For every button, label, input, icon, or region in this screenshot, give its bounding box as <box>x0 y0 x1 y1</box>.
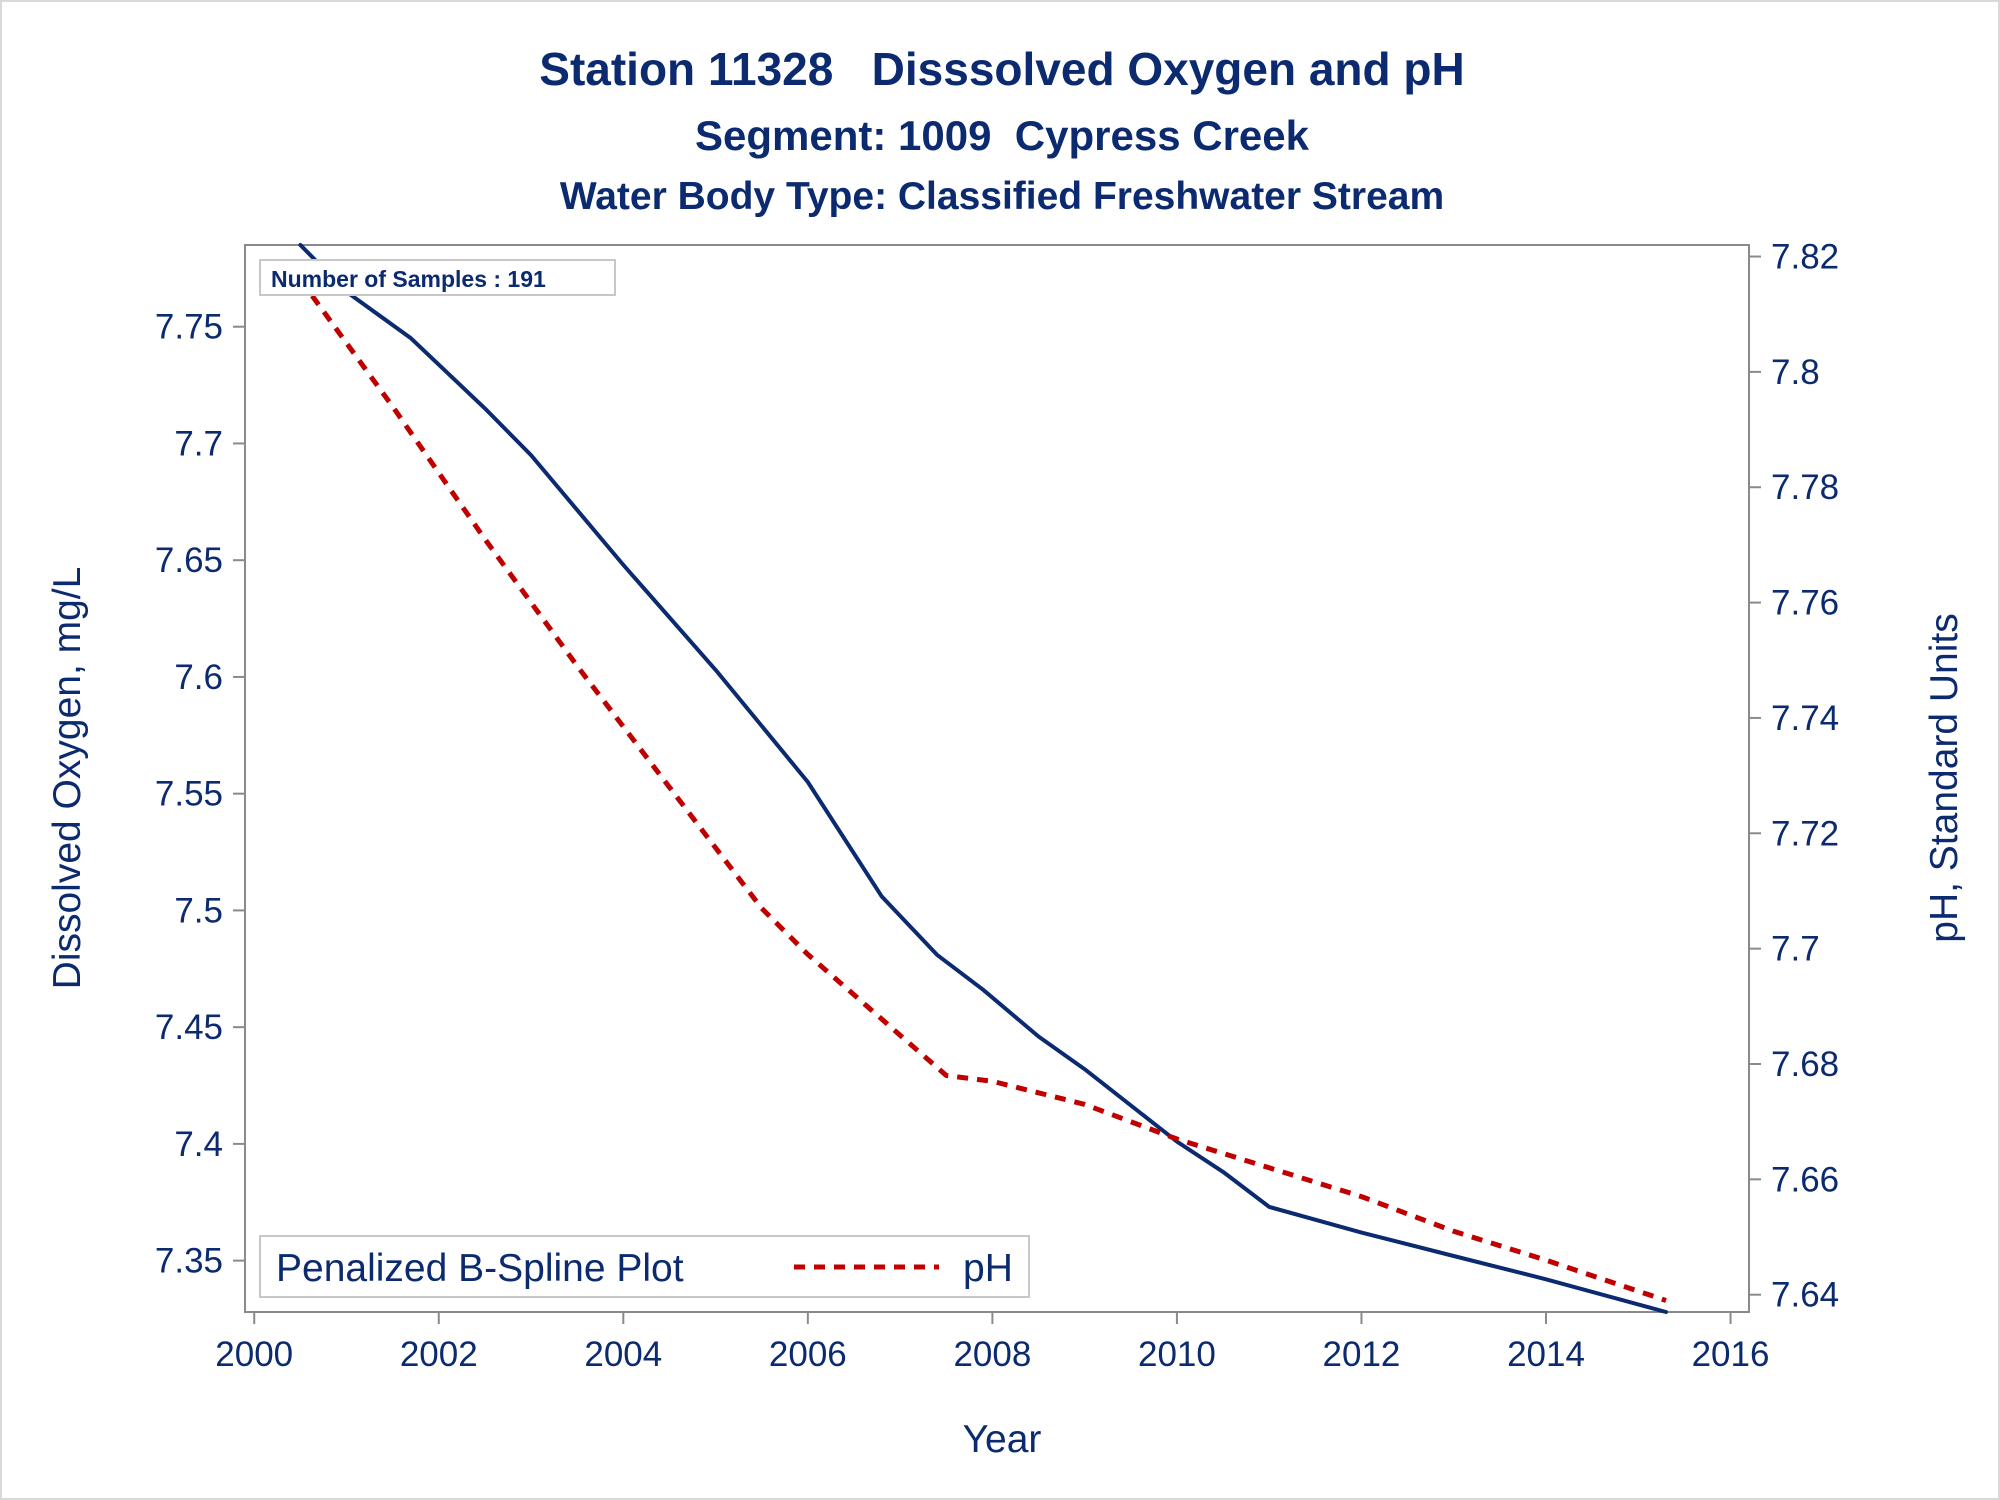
y-left-tick-label-7.65: 7.65 <box>155 541 223 580</box>
x-tick-label-2000: 2000 <box>215 1335 293 1374</box>
x-tick-label-2004: 2004 <box>584 1335 662 1374</box>
legend: Penalized B-Spline Plot pH <box>259 1235 1030 1298</box>
y-left-tick-label-7.5: 7.5 <box>174 891 223 930</box>
legend-title: Penalized B-Spline Plot <box>276 1247 684 1290</box>
y-left-tick-label-7.45: 7.45 <box>155 1008 223 1047</box>
y-right-tick-label-7.72: 7.72 <box>1771 814 1839 853</box>
y-right-tick-label-7.78: 7.78 <box>1771 468 1839 507</box>
plot-area <box>244 244 1750 1313</box>
y-right-tick-label-7.64: 7.64 <box>1771 1276 1839 1315</box>
y-right-tick-label-7.74: 7.74 <box>1771 699 1839 738</box>
x-tick-label-2002: 2002 <box>400 1335 478 1374</box>
y-right-tick-label-7.8: 7.8 <box>1771 353 1820 392</box>
x-tick-label-2016: 2016 <box>1692 1335 1770 1374</box>
y-left-tick-label-7.7: 7.7 <box>174 424 223 463</box>
x-axis-title: Year <box>963 1418 1042 1461</box>
y-left-tick-label-7.55: 7.55 <box>155 775 223 814</box>
series-line-dissolved-oxygen <box>298 243 1668 1314</box>
series-layer <box>298 243 1668 1314</box>
y-right-tick-label-7.82: 7.82 <box>1771 238 1839 277</box>
y-left-tick-label-7.75: 7.75 <box>155 308 223 347</box>
y-left-tick-label-7.6: 7.6 <box>174 658 223 697</box>
series-line-ph <box>298 278 1667 1303</box>
chart-title: Station 11328 Disssolved Oxygen and pH <box>539 43 1464 95</box>
chart-subtitle-2: Water Body Type: Classified Freshwater S… <box>560 175 1444 218</box>
x-tick-label-2012: 2012 <box>1323 1335 1401 1374</box>
y-left-tick-label-7.4: 7.4 <box>174 1125 223 1164</box>
sample-count-box <box>259 259 616 296</box>
y-right-axis-title: pH, Standard Units <box>1923 613 1966 943</box>
y-right-tick-label-7.68: 7.68 <box>1771 1045 1839 1084</box>
sample-count-inset: Number of Samples : 191 <box>259 259 616 296</box>
y-right-tick-label-7.76: 7.76 <box>1771 584 1839 623</box>
x-tick-label-2006: 2006 <box>769 1335 847 1374</box>
y-left-axis-title: Dissolved Oxygen, mg/L <box>46 567 89 990</box>
legend-entry-ph: pH <box>963 1247 1013 1290</box>
y-right-tick-label-7.7: 7.7 <box>1771 930 1820 969</box>
y-right-tick-label-7.66: 7.66 <box>1771 1160 1839 1199</box>
x-tick-label-2014: 2014 <box>1507 1335 1585 1374</box>
y-left-tick-label-7.35: 7.35 <box>155 1242 223 1281</box>
x-tick-label-2010: 2010 <box>1138 1335 1216 1374</box>
chart-subtitle: Segment: 1009 Cypress Creek <box>695 112 1310 159</box>
axis-layer: 2000 2002 2004 2006 2008 2010 2012 2014 2016 7.35… <box>155 238 1839 1374</box>
x-tick-label-2008: 2008 <box>953 1335 1031 1374</box>
sample-count-label: Number of Samples : 191 <box>271 266 546 292</box>
